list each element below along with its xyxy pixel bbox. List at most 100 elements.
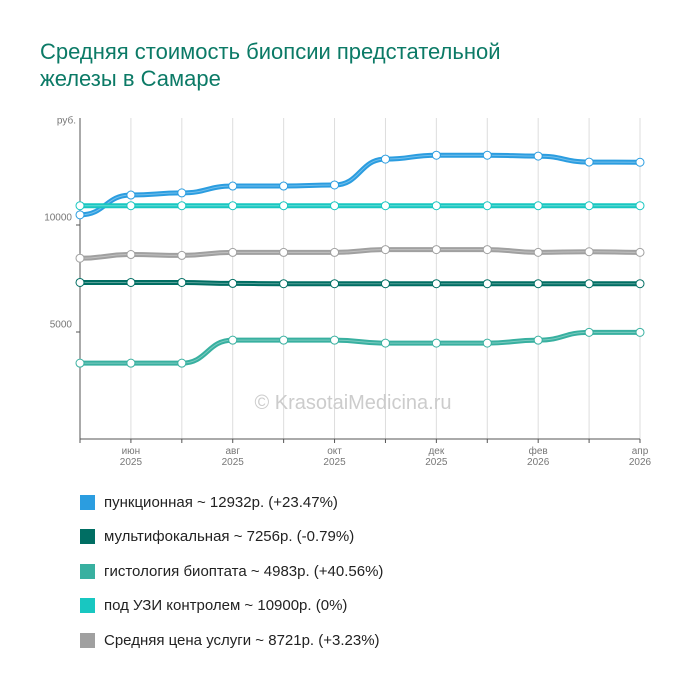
y-tick-label: 10000: [44, 213, 72, 224]
y-axis-label: руб.: [57, 115, 76, 127]
x-tick-label-line: апр: [632, 446, 649, 457]
legend-swatch: [80, 598, 95, 614]
point: [635, 327, 645, 337]
x-tick-label: апр 2026: [629, 446, 652, 468]
legend-item: мультифокальная ~ 7256р. (-0.79%): [80, 520, 383, 555]
point: [228, 181, 238, 191]
point: [228, 335, 238, 345]
point: [126, 358, 136, 368]
point: [584, 201, 594, 211]
point: [584, 247, 594, 257]
chart-title: Средняя стоимость биопсии предстательной…: [40, 39, 501, 91]
point: [380, 279, 390, 289]
point: [635, 201, 645, 211]
point: [279, 201, 289, 211]
legend-label: гистология биоптата ~ 4983р. (+40.56%): [104, 562, 384, 580]
point: [75, 253, 85, 263]
y-tick-label: 5000: [50, 320, 73, 331]
watermark: © KrasotaiMedicina.ru: [254, 392, 451, 414]
point: [380, 201, 390, 211]
point: [482, 201, 492, 211]
point: [330, 279, 340, 289]
series-line: [79, 247, 641, 261]
point: [126, 201, 136, 211]
point: [431, 245, 441, 255]
point: [431, 279, 441, 289]
series-line-highlight: [79, 249, 641, 259]
x-tick-label-line: 2025: [323, 457, 346, 468]
point: [380, 154, 390, 164]
legend-label: под УЗИ контролем ~ 10900р. (0%): [104, 597, 348, 615]
legend: пункционная ~ 12932р. (+23.47%) мультифок…: [80, 485, 383, 658]
point: [584, 279, 594, 289]
x-tick-label-line: дек: [428, 446, 444, 457]
x-tick-label-line: 2025: [120, 457, 143, 468]
point: [431, 150, 441, 160]
point: [635, 247, 645, 257]
legend-swatch: [80, 563, 95, 579]
series-line: [80, 279, 640, 287]
point: [482, 338, 492, 348]
x-tick-label-line: окт: [327, 446, 342, 457]
point: [279, 335, 289, 345]
legend-swatch: [80, 632, 95, 648]
legend-swatch: [80, 494, 95, 510]
point: [228, 278, 238, 288]
series-line: [79, 329, 640, 366]
x-tick-label-line: авг: [225, 446, 240, 457]
point: [330, 335, 340, 345]
point: [228, 247, 238, 257]
point: [584, 327, 594, 337]
point: [177, 188, 187, 198]
x-tick-label-line: июн: [122, 446, 141, 457]
point: [380, 338, 390, 348]
x-tick-label-line: 2025: [425, 457, 448, 468]
legend-label: Средняя цена услуги ~ 8721р. (+3.23%): [104, 631, 380, 649]
legend-item: пункционная ~ 12932р. (+23.47%): [80, 485, 383, 520]
x-tick-label-line: 2026: [629, 457, 652, 468]
point: [380, 245, 390, 255]
point: [279, 247, 289, 257]
point: [431, 201, 441, 211]
x-tick-label-line: 2025: [222, 457, 245, 468]
point: [330, 180, 340, 190]
x-tick-label: июн 2025: [120, 446, 143, 468]
point: [482, 150, 492, 160]
series-line-highlight: [80, 281, 640, 285]
point: [431, 338, 441, 348]
point: [75, 210, 85, 220]
point: [177, 250, 187, 260]
point: [279, 181, 289, 191]
x-tick-label-line: 2026: [527, 457, 550, 468]
point: [533, 335, 543, 345]
legend-label: пункционная ~ 12932р. (+23.47%): [104, 493, 338, 511]
point: [75, 277, 85, 287]
legend-item: Средняя цена услуги ~ 8721р. (+3.23%): [80, 623, 383, 658]
point: [584, 157, 594, 167]
point: [228, 201, 238, 211]
point: [126, 277, 136, 287]
x-tick-label: окт 2025: [323, 446, 346, 468]
legend-item: гистология биоптата ~ 4983р. (+40.56%): [80, 554, 383, 589]
point: [126, 250, 136, 260]
point: [635, 157, 645, 167]
point: [533, 201, 543, 211]
legend-item: под УЗИ контролем ~ 10900р. (0%): [80, 589, 383, 624]
point: [75, 201, 85, 211]
point: [126, 190, 136, 200]
point: [177, 358, 187, 368]
point: [75, 358, 85, 368]
x-tick-label: дек 2025: [425, 446, 448, 468]
point: [177, 277, 187, 287]
point: [279, 279, 289, 289]
point: [533, 279, 543, 289]
point: [533, 247, 543, 257]
legend-label: мультифокальная ~ 7256р. (-0.79%): [104, 528, 355, 546]
x-tick-label: авг 2025: [222, 446, 245, 468]
point: [177, 201, 187, 211]
point: [330, 201, 340, 211]
point: [482, 279, 492, 289]
x-tick-label-line: фев: [529, 445, 548, 457]
